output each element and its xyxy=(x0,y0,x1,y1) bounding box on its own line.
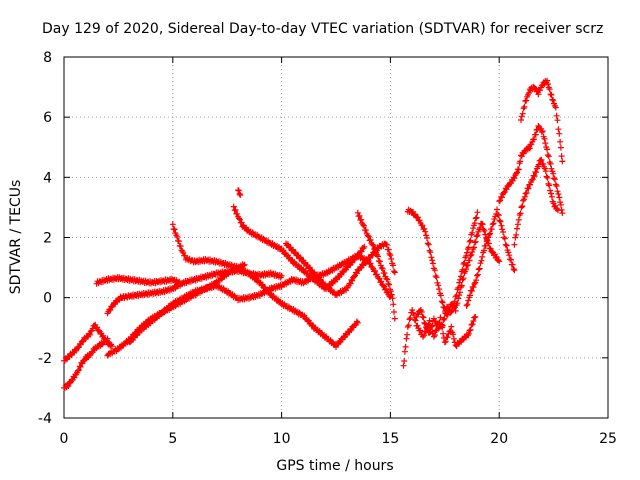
series-track-7 xyxy=(169,221,361,350)
series-track-15 xyxy=(463,206,518,309)
data-points xyxy=(61,77,566,391)
plus-marks xyxy=(413,209,481,336)
plus-marks xyxy=(61,321,115,364)
series-track-14 xyxy=(413,209,481,336)
chart-title: Day 129 of 2020, Sidereal Day-to-day VTE… xyxy=(42,21,603,37)
x-tick-label: 5 xyxy=(168,431,177,447)
y-tick-label: -4 xyxy=(38,411,52,427)
plus-marks xyxy=(463,206,518,309)
y-tick-label: 6 xyxy=(43,110,52,126)
y-tick-label: 2 xyxy=(43,231,52,247)
series-track-1 xyxy=(61,335,111,391)
plus-marks xyxy=(61,335,111,391)
series-track-18 xyxy=(511,156,561,248)
plus-marks xyxy=(354,209,398,322)
y-tick-labels: -4 -2 0 2 4 6 8 xyxy=(38,50,52,427)
y-axis-label: SDTVAR / TECUs xyxy=(8,180,24,295)
y-tick-label: 8 xyxy=(43,50,52,66)
x-tick-labels: 0 5 10 15 20 25 xyxy=(60,431,617,447)
plus-marks xyxy=(511,156,561,248)
grid xyxy=(64,57,608,418)
plus-marks xyxy=(518,77,566,165)
y-tick-label: -2 xyxy=(38,351,52,367)
series-track-3 xyxy=(93,274,183,287)
series-track-17 xyxy=(518,77,566,165)
x-tick-label: 15 xyxy=(381,431,399,447)
x-tick-label: 10 xyxy=(273,431,291,447)
y-tick-label: 4 xyxy=(43,170,52,186)
plus-marks xyxy=(235,187,244,198)
series-track-12 xyxy=(400,307,479,369)
series-track-9 xyxy=(235,187,244,198)
plus-marks xyxy=(283,240,398,299)
series-track-10 xyxy=(283,240,398,299)
series-track-11 xyxy=(354,209,398,322)
series-track-16 xyxy=(496,123,566,217)
x-tick-label: 0 xyxy=(60,431,69,447)
axis-ticks xyxy=(63,56,609,419)
plus-marks xyxy=(169,221,361,350)
series-track-6 xyxy=(126,252,394,346)
plus-marks xyxy=(126,252,394,346)
x-tick-label: 20 xyxy=(490,431,508,447)
plus-marks xyxy=(496,123,566,217)
x-tick-label: 25 xyxy=(599,431,617,447)
plus-marks xyxy=(93,274,183,287)
y-tick-label: 0 xyxy=(43,291,52,307)
series-track-2 xyxy=(61,321,115,364)
plus-marks xyxy=(400,307,479,369)
x-axis-label: GPS time / hours xyxy=(276,458,393,474)
